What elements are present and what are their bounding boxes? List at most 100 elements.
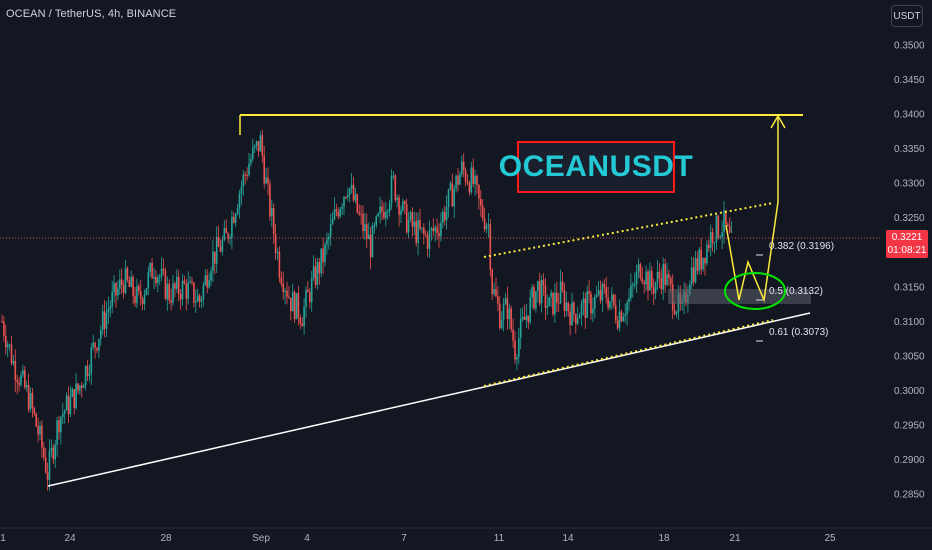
candle-body: [339, 209, 341, 217]
candle-body: [77, 383, 79, 391]
candle-body: [208, 280, 210, 288]
candle-body: [493, 289, 495, 295]
candle-body: [516, 357, 518, 360]
candle-body: [628, 297, 630, 303]
candle-body: [324, 244, 326, 263]
candle-body: [98, 339, 100, 351]
candle-body: [24, 370, 26, 388]
candle-body: [626, 302, 628, 315]
candle-body: [48, 450, 51, 480]
candle-body: [385, 212, 387, 218]
candle-body: [343, 197, 345, 207]
candle-body: [295, 293, 298, 320]
candle-body: [390, 176, 393, 204]
candle-body: [377, 213, 379, 216]
candle-body: [269, 183, 271, 217]
candle-body: [164, 270, 167, 299]
candle-body: [253, 145, 256, 148]
candle-body: [103, 311, 106, 329]
candle-body: [179, 294, 182, 300]
candle-body: [278, 251, 281, 278]
y-tick-label: 0.3050: [894, 351, 925, 362]
candle-body: [491, 269, 493, 295]
x-tick-label: 28: [160, 533, 172, 544]
candle-body: [472, 167, 474, 184]
candle-body: [576, 318, 579, 324]
candle-body: [276, 251, 279, 253]
candle-body: [538, 281, 541, 304]
candle-body: [284, 290, 286, 292]
candle-body: [620, 311, 623, 322]
fib-label-5: 0.5 (0.3132): [769, 286, 823, 297]
time-axis: 1 24 28 Sep 4 7 11 14 18 21 25: [0, 527, 932, 544]
candle-body: [445, 207, 448, 221]
candle-body: [386, 211, 389, 213]
candle-body: [618, 311, 621, 329]
x-tick-label: 18: [658, 533, 670, 544]
candle-body: [675, 312, 678, 315]
candle-body: [25, 385, 28, 388]
candle-body: [139, 291, 142, 299]
candle-body: [569, 311, 571, 326]
candle-body: [514, 340, 516, 360]
x-tick-label: Sep: [252, 533, 270, 544]
candle-body: [567, 302, 569, 312]
candle-body: [234, 214, 237, 223]
candle-body: [622, 316, 625, 322]
y-tick-label: 0.2950: [894, 420, 925, 431]
candle-body: [50, 447, 53, 451]
candle-body: [341, 206, 343, 210]
candle-body: [206, 275, 208, 288]
x-tick-label: 1: [0, 533, 6, 544]
candle-body: [651, 270, 653, 288]
candle-body: [280, 277, 283, 284]
y-tick-label: 0.2900: [894, 455, 925, 466]
candle-body: [267, 177, 269, 184]
candle-body: [82, 385, 85, 388]
candle-body: [470, 167, 473, 193]
candle-body: [645, 271, 647, 285]
chart-title-annotation: OCEANUSDT: [499, 141, 693, 193]
candle-body: [356, 194, 359, 213]
candle-body: [519, 319, 522, 339]
currency-button[interactable]: USDT: [891, 5, 923, 27]
candle-body: [690, 267, 693, 285]
candle-body: [614, 304, 617, 321]
candle-body: [506, 298, 509, 320]
candle-body: [6, 344, 9, 348]
candle-body: [704, 257, 706, 264]
candle-body: [417, 220, 419, 244]
candle-body: [240, 186, 243, 194]
candle-body: [265, 177, 267, 184]
candle-body: [552, 292, 554, 315]
candle-body: [478, 184, 480, 199]
candle-body: [52, 447, 55, 460]
candle-body: [369, 234, 372, 258]
candle-body: [571, 302, 573, 326]
candle-body: [404, 201, 406, 204]
candle-body: [233, 216, 235, 223]
candle-body: [557, 302, 560, 304]
candle-body: [22, 370, 24, 376]
candle-body: [533, 287, 535, 309]
candle-body: [320, 248, 322, 274]
x-tick-label: 24: [64, 533, 76, 544]
candle-body: [449, 183, 452, 190]
y-tick-label: 0.3400: [894, 110, 925, 121]
candle-body: [673, 310, 676, 315]
candle-body: [337, 211, 340, 217]
candle-body: [588, 291, 590, 294]
candle-body: [658, 271, 661, 279]
candle-body: [499, 303, 501, 329]
candle-body: [181, 280, 184, 300]
candle-body: [510, 308, 512, 330]
candle-body: [10, 344, 13, 364]
candle-body: [44, 457, 47, 473]
candle-body: [611, 294, 613, 302]
candle-body: [654, 282, 657, 294]
candle-body: [383, 211, 385, 218]
candle-body: [607, 297, 609, 308]
candle-body: [92, 342, 94, 348]
y-tick-label: 0.3350: [894, 144, 925, 155]
